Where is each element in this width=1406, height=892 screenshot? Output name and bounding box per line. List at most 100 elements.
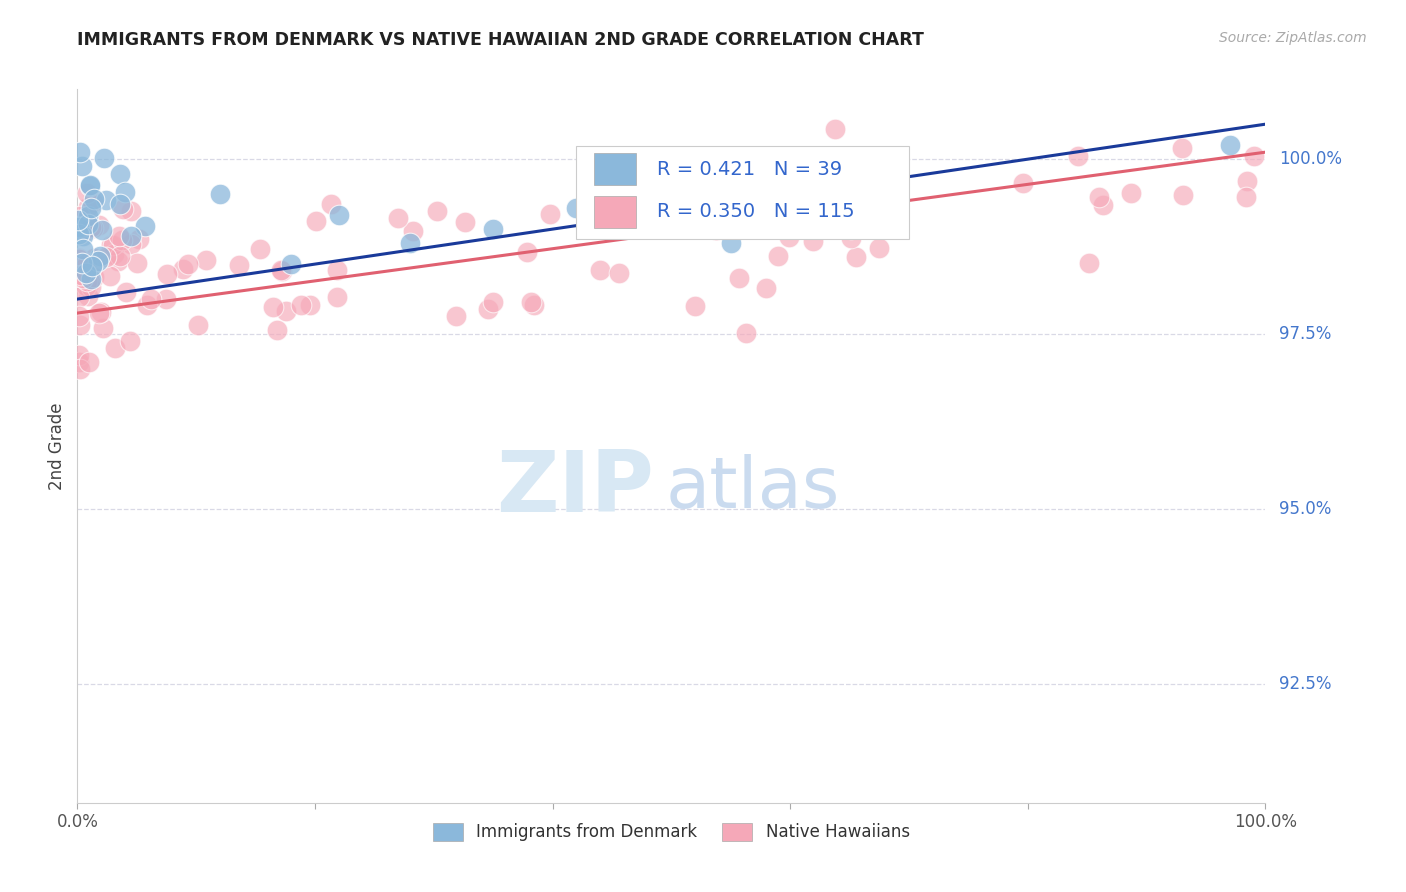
Point [114,185,136,199]
Point [704,223,727,237]
Point [70,159,93,173]
Point [76,274,98,288]
Point [83,192,105,206]
Point [76,210,98,224]
Text: 97.5%: 97.5% [1279,325,1331,343]
Point [135,298,157,312]
Point [108,197,131,211]
Point [82,220,104,235]
Point [93,152,115,166]
Text: R = 0.350   N = 115: R = 0.350 N = 115 [657,202,855,221]
Point [838,187,860,202]
Point [1234,189,1257,203]
Point [80,280,103,294]
Point [839,231,862,245]
Point [134,219,156,234]
Point [387,211,409,225]
Point [444,309,467,323]
Point [111,202,134,217]
Point [69,318,91,332]
Point [156,267,179,281]
Point [67,348,90,362]
Point [139,293,162,307]
Point [328,208,350,222]
Point [111,233,134,247]
Point [270,263,292,277]
Point [72,270,94,285]
Point [786,178,808,193]
Point [120,237,142,252]
Point [863,194,886,209]
Point [325,262,347,277]
Point [727,270,749,285]
Point [172,262,194,277]
Point [755,168,778,182]
Point [79,178,101,193]
Point [538,207,561,221]
Point [637,194,659,209]
Point [262,300,284,314]
Point [520,294,543,309]
Point [89,306,111,320]
Point [482,222,505,236]
Text: atlas: atlas [665,454,839,524]
Point [128,232,150,246]
Y-axis label: 2nd Grade: 2nd Grade [48,402,66,490]
Point [89,249,111,263]
Point [67,310,90,324]
Point [70,268,93,282]
Point [75,279,97,293]
Text: Source: ZipAtlas.com: Source: ZipAtlas.com [1219,31,1367,45]
Point [763,202,786,217]
Point [1243,149,1265,163]
Point [801,234,824,248]
Point [69,251,91,265]
Point [1092,198,1115,212]
Point [155,292,177,306]
Point [683,299,706,313]
Point [69,145,91,160]
Point [759,176,782,190]
Point [103,246,125,260]
Point [107,254,129,268]
Point [67,252,90,266]
Point [77,355,100,369]
Point [766,249,789,263]
Point [120,204,142,219]
Point [83,251,105,265]
Point [271,263,294,277]
Point [735,326,758,340]
Point [107,228,129,243]
Point [91,223,114,237]
Point [266,323,288,337]
Point [72,228,94,243]
Text: 95.0%: 95.0% [1279,500,1331,518]
Point [177,256,200,270]
Point [589,262,612,277]
Point [1077,256,1099,270]
Point [187,318,209,332]
Point [326,290,349,304]
Point [76,223,98,237]
Point [96,193,118,207]
Bar [595,196,636,228]
Point [290,298,312,312]
Point [828,196,851,211]
Point [108,249,131,263]
Point [477,301,499,316]
Point [305,213,328,227]
Point [402,224,425,238]
Point [1171,188,1194,202]
Point [82,195,104,210]
Text: R = 0.421   N = 39: R = 0.421 N = 39 [657,160,842,178]
Point [75,266,97,280]
Point [80,259,103,273]
Point [208,187,231,202]
Point [276,304,298,318]
Text: 92.5%: 92.5% [1279,675,1331,693]
Point [228,258,250,272]
Point [69,209,91,223]
Point [83,270,105,285]
Text: ZIP: ZIP [496,447,654,531]
Point [399,236,422,251]
